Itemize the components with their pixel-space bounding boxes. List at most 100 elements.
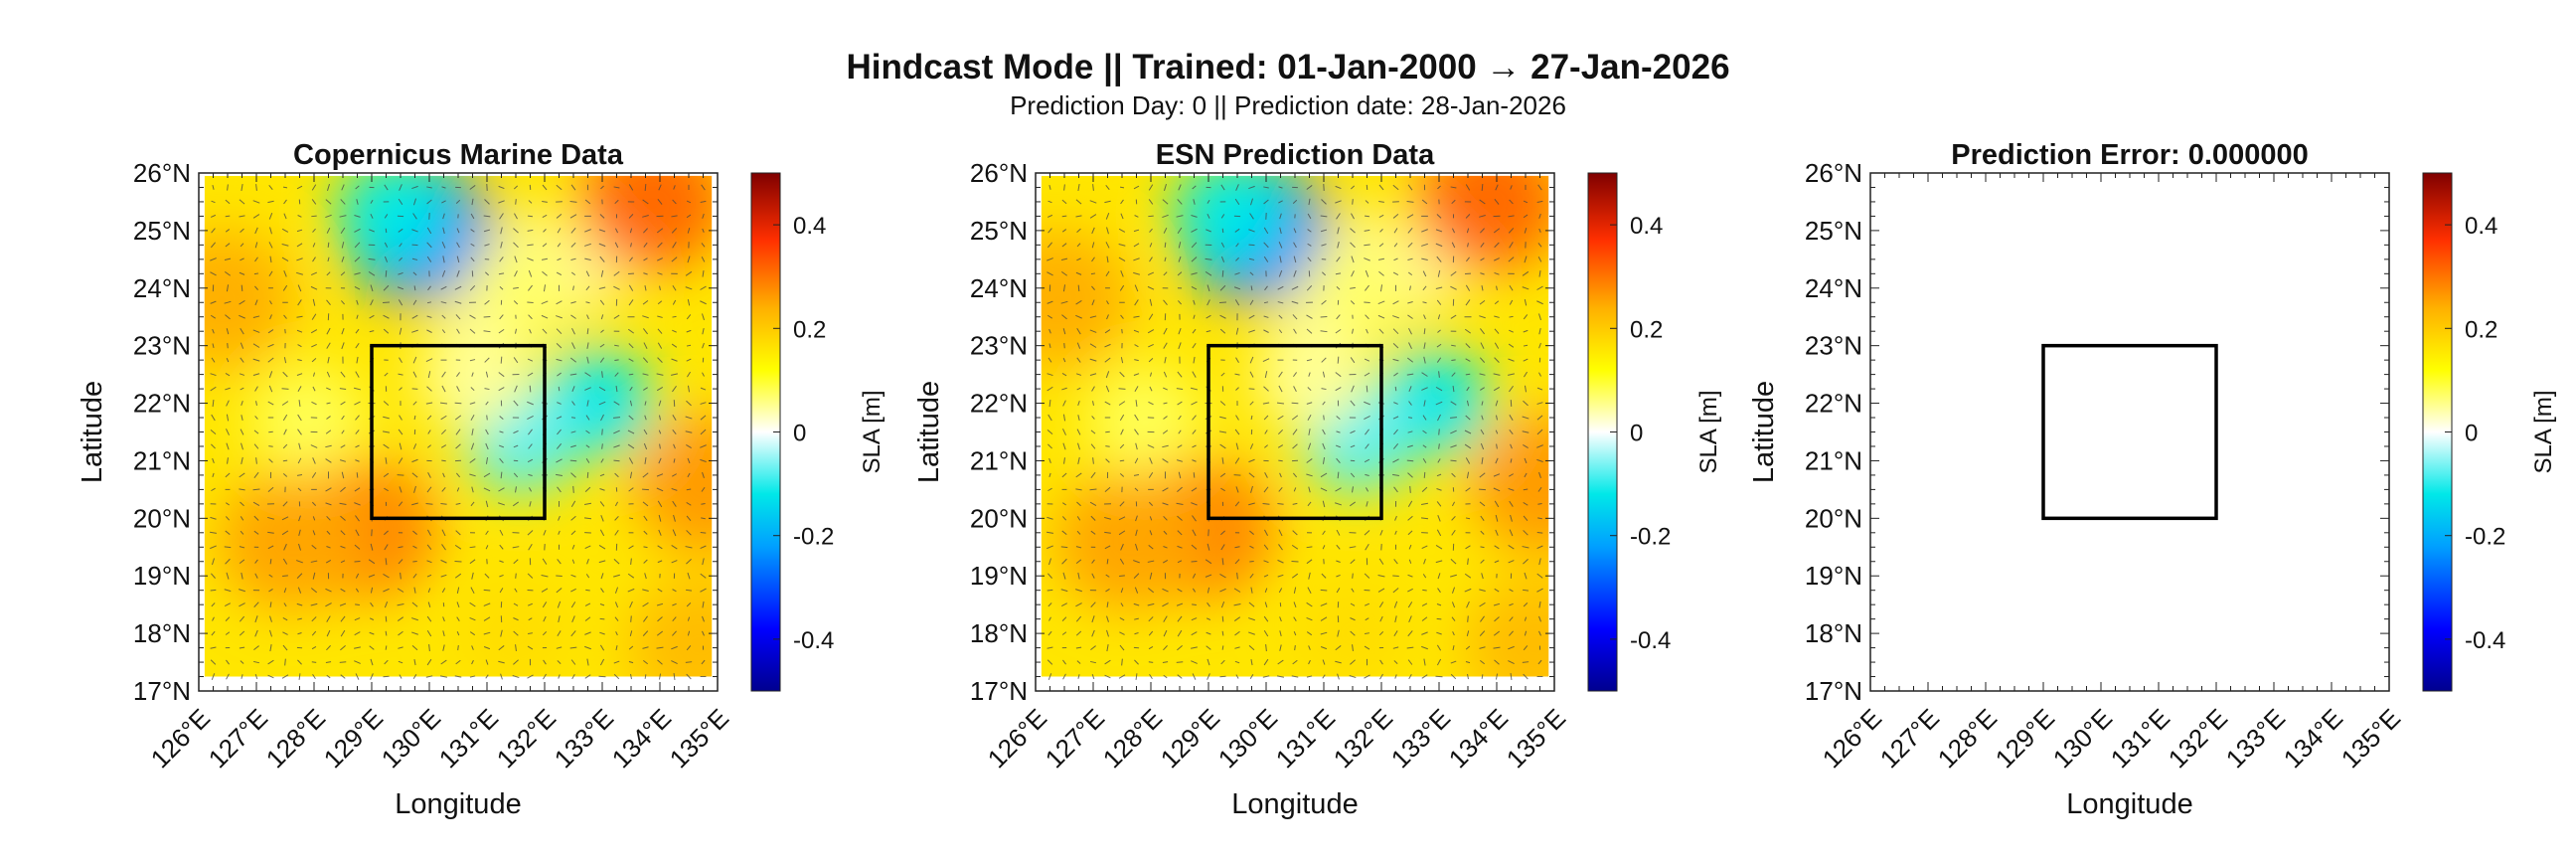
current-vector bbox=[253, 660, 259, 664]
current-vector bbox=[1249, 371, 1254, 378]
current-vector bbox=[1163, 342, 1168, 349]
current-vector bbox=[514, 213, 518, 220]
current-vector bbox=[584, 486, 591, 493]
current-vector bbox=[1077, 674, 1080, 679]
current-vector bbox=[370, 299, 374, 306]
current-vector bbox=[1480, 442, 1485, 450]
current-vector bbox=[1450, 660, 1457, 664]
current-vector bbox=[1234, 457, 1240, 464]
current-vector bbox=[1435, 560, 1443, 564]
current-vector bbox=[1046, 258, 1053, 261]
current-vector bbox=[442, 256, 445, 263]
colorbar-label: SLA [m] bbox=[1695, 390, 1722, 473]
current-vector bbox=[1178, 415, 1182, 421]
current-vector bbox=[1508, 358, 1515, 362]
current-vector bbox=[513, 659, 519, 665]
current-vector bbox=[340, 199, 346, 205]
current-vector bbox=[312, 372, 316, 377]
current-vector bbox=[456, 487, 460, 492]
sla-feature-7 bbox=[1469, 414, 1549, 554]
current-vector bbox=[1306, 473, 1313, 477]
current-vector bbox=[1538, 630, 1541, 636]
current-vector bbox=[456, 228, 460, 234]
current-vector bbox=[282, 284, 288, 291]
current-vector bbox=[1077, 284, 1080, 291]
current-vector bbox=[485, 659, 489, 665]
current-vector bbox=[1177, 444, 1183, 448]
x-tick-label: 133°E bbox=[1385, 703, 1457, 774]
current-vector bbox=[1307, 415, 1312, 422]
current-vector bbox=[1350, 559, 1356, 565]
current-vector bbox=[1219, 472, 1226, 478]
current-vector bbox=[255, 184, 257, 191]
current-vector bbox=[1120, 602, 1124, 607]
current-vector bbox=[686, 214, 692, 219]
current-vector bbox=[1407, 588, 1413, 593]
current-vector bbox=[570, 228, 576, 234]
map-panel-2: 17°N18°N19°N20°N21°N22°N23°N24°N25°N26°N… bbox=[913, 139, 1722, 820]
current-vector bbox=[1465, 358, 1471, 362]
current-vector bbox=[1178, 471, 1182, 479]
current-vector bbox=[1234, 646, 1240, 649]
current-vector bbox=[1220, 184, 1225, 191]
current-vector bbox=[339, 388, 347, 390]
current-vector bbox=[642, 215, 649, 218]
current-vector bbox=[585, 444, 590, 448]
current-vector bbox=[1538, 471, 1541, 478]
current-vector bbox=[644, 573, 647, 580]
current-vector bbox=[1106, 615, 1109, 622]
current-vector bbox=[1423, 471, 1426, 478]
current-vector bbox=[1406, 214, 1414, 219]
current-vector bbox=[1047, 414, 1052, 422]
current-vector bbox=[1134, 457, 1139, 464]
current-vector bbox=[369, 645, 375, 650]
current-vector bbox=[1480, 559, 1485, 564]
current-vector bbox=[1163, 371, 1168, 378]
current-vector bbox=[1119, 186, 1125, 189]
current-vector bbox=[1451, 472, 1456, 478]
current-vector bbox=[1350, 444, 1356, 448]
current-vector bbox=[1538, 270, 1541, 277]
x-tick-label: 132°E bbox=[1328, 703, 1399, 774]
current-vector bbox=[384, 372, 389, 377]
current-vector bbox=[585, 285, 590, 291]
current-vector bbox=[1493, 646, 1501, 649]
current-vector bbox=[1277, 502, 1284, 505]
current-vector bbox=[484, 244, 490, 247]
current-vector bbox=[1075, 373, 1082, 376]
current-vector bbox=[613, 285, 620, 290]
sla-feature-8 bbox=[627, 575, 713, 677]
current-vector bbox=[1133, 329, 1140, 333]
current-vector bbox=[1335, 328, 1342, 334]
current-vector bbox=[398, 646, 403, 649]
current-vector bbox=[296, 373, 303, 376]
current-vector bbox=[586, 400, 589, 407]
current-vector bbox=[1479, 589, 1486, 592]
current-vector bbox=[1336, 416, 1341, 420]
current-vector bbox=[685, 589, 693, 592]
current-vector bbox=[384, 530, 389, 536]
current-vector bbox=[484, 573, 490, 579]
current-vector bbox=[454, 544, 462, 550]
current-vector bbox=[311, 401, 317, 406]
current-vector bbox=[1134, 215, 1139, 218]
current-vector bbox=[1435, 243, 1443, 248]
current-vector bbox=[241, 456, 243, 464]
current-vector bbox=[1495, 184, 1499, 191]
current-vector bbox=[1524, 472, 1528, 478]
current-vector bbox=[1320, 631, 1328, 635]
current-vector bbox=[398, 501, 403, 507]
current-vector bbox=[441, 186, 446, 189]
current-vector bbox=[1105, 445, 1110, 447]
current-vector bbox=[570, 242, 576, 248]
current-vector bbox=[1220, 544, 1225, 551]
current-vector bbox=[483, 616, 491, 621]
current-vector bbox=[312, 298, 316, 306]
current-vector bbox=[1046, 429, 1053, 435]
current-vector bbox=[426, 329, 432, 333]
current-vector bbox=[1379, 673, 1383, 680]
current-vector bbox=[483, 330, 491, 333]
current-vector bbox=[700, 300, 707, 305]
current-vector bbox=[1046, 214, 1053, 218]
